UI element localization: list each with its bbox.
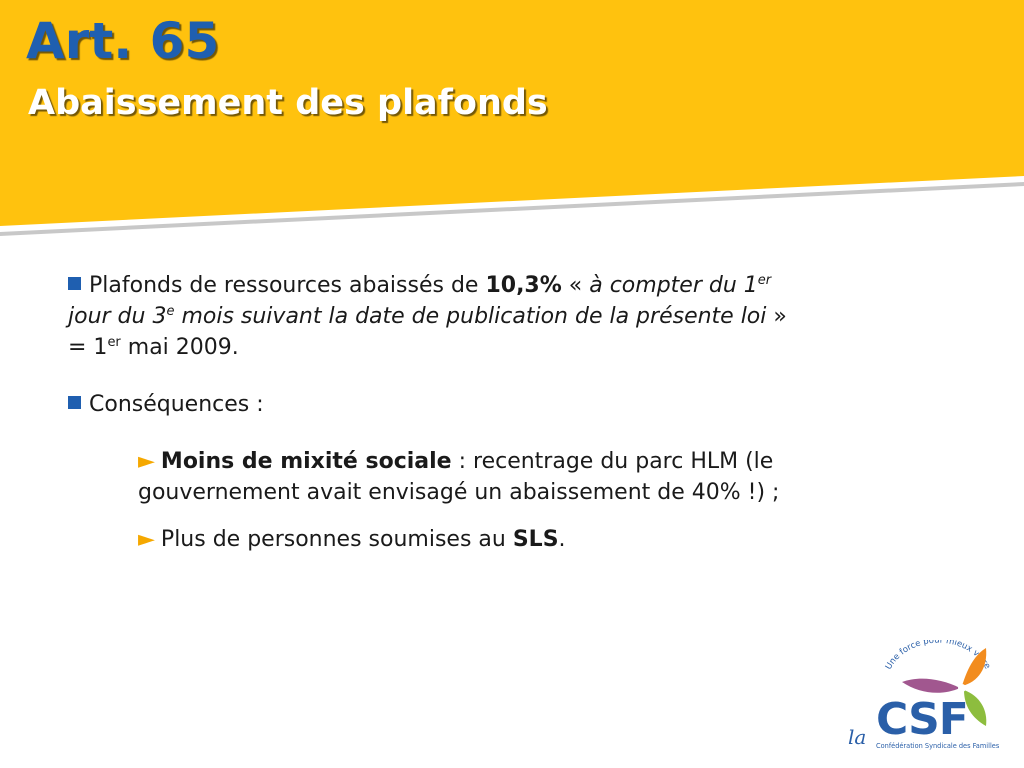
header-band xyxy=(0,0,1024,236)
date-text: mai 2009. xyxy=(120,335,239,360)
sub-bullet-line-1: ► Moins de mixité sociale : recentrage du… xyxy=(138,446,938,477)
sub-bullet-text: . xyxy=(558,527,566,552)
logo-petal-purple xyxy=(902,678,960,693)
sub-bullet-text: : recentrage du parc HLM (le xyxy=(451,449,774,474)
bullet-text: Plafonds de ressources abaissés de xyxy=(89,273,486,298)
logo-fullname: Confédération Syndicale des Familles xyxy=(876,742,1000,750)
sub-bullet-line-2: gouvernement avait envisagé un abaisseme… xyxy=(138,477,938,508)
superscript: e xyxy=(166,304,175,319)
quote-text: jour du 3 xyxy=(68,304,167,329)
logo-la: la xyxy=(848,725,866,749)
superscript: er xyxy=(107,335,121,350)
bullet-line-2: jour du 3e mois suivant la date de publi… xyxy=(68,301,948,332)
logo-petal-orange xyxy=(962,648,987,686)
sub-bullet-bold: Moins de mixité sociale xyxy=(160,449,452,474)
arrow-right-icon: ► xyxy=(138,527,155,552)
sub-bullet-text: gouvernement avait envisagé un abaisseme… xyxy=(138,480,780,505)
date-text: = 1 xyxy=(68,335,108,360)
bullet-plafonds: Plafonds de ressources abaissés de 10,3%… xyxy=(68,270,948,363)
superscript: er xyxy=(757,273,772,288)
sub-bullet-sls: ► Plus de personnes soumises au SLS. xyxy=(138,524,938,555)
slide-subtitle: Abaissement des plafonds xyxy=(28,83,548,123)
open-quote: « xyxy=(561,273,590,298)
arrow-right-icon: ► xyxy=(138,449,155,474)
csf-logo: Une force pour mieux vivre la CSF Conféd… xyxy=(848,640,1000,750)
square-bullet-icon xyxy=(68,277,81,290)
bullet-consequences: Conséquences : xyxy=(68,389,948,420)
percentage-value: 10,3% xyxy=(485,273,562,298)
bullet-line-1: Plafonds de ressources abaissés de 10,3%… xyxy=(68,270,948,301)
sub-bullet-text: Plus de personnes soumises au xyxy=(160,527,513,552)
sub-bullet-mixite: ► Moins de mixité sociale : recentrage du… xyxy=(138,446,938,508)
close-quote: » xyxy=(766,304,787,329)
logo-acronym: CSF xyxy=(876,694,968,745)
square-bullet-icon xyxy=(68,396,81,409)
sls-acronym: SLS xyxy=(512,527,559,552)
bullet-line-3: = 1er mai 2009. xyxy=(68,332,948,363)
logo-petal-green xyxy=(964,690,987,726)
bullet-text: Conséquences : xyxy=(89,392,264,417)
quote-text: à compter du 1 xyxy=(589,273,758,298)
quote-text: mois suivant la date de publication de l… xyxy=(174,304,767,329)
slide-title: Art. 65 xyxy=(26,12,220,70)
logo-center xyxy=(958,684,966,692)
